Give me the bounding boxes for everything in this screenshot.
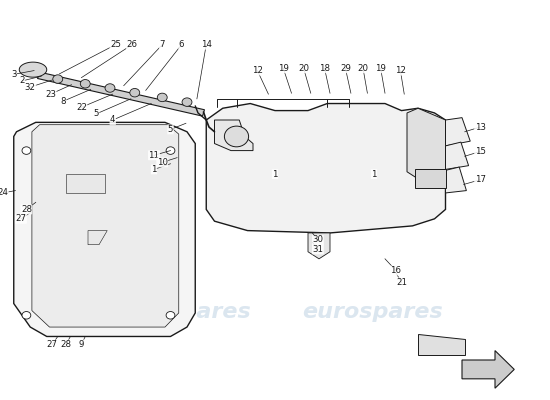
Text: eurospares: eurospares — [110, 302, 251, 322]
Text: 14: 14 — [201, 40, 212, 49]
Circle shape — [130, 88, 140, 97]
Text: 1: 1 — [272, 170, 278, 179]
Circle shape — [80, 80, 90, 88]
Circle shape — [166, 147, 175, 154]
Polygon shape — [32, 125, 179, 327]
Text: eurospares: eurospares — [302, 302, 443, 322]
Text: 25: 25 — [110, 40, 121, 49]
Polygon shape — [407, 108, 446, 179]
Text: 10: 10 — [157, 158, 168, 167]
Text: 1: 1 — [371, 170, 377, 179]
Text: 17: 17 — [475, 175, 486, 184]
Text: 32: 32 — [25, 82, 36, 92]
Polygon shape — [37, 72, 205, 116]
Text: 28: 28 — [60, 340, 72, 349]
Text: 19: 19 — [375, 64, 386, 73]
Polygon shape — [14, 122, 195, 336]
Text: 27: 27 — [47, 340, 58, 349]
Polygon shape — [415, 170, 446, 188]
Text: eurospares: eurospares — [286, 142, 427, 162]
Text: 15: 15 — [475, 147, 486, 156]
Polygon shape — [446, 167, 466, 193]
Text: 26: 26 — [126, 40, 138, 49]
Polygon shape — [206, 104, 446, 233]
Text: 19: 19 — [278, 64, 289, 73]
Polygon shape — [446, 142, 469, 170]
Circle shape — [22, 312, 31, 319]
Polygon shape — [308, 233, 330, 259]
Text: 31: 31 — [312, 245, 323, 254]
Polygon shape — [66, 174, 104, 193]
Circle shape — [166, 312, 175, 319]
Circle shape — [157, 93, 167, 102]
Circle shape — [182, 98, 192, 106]
Polygon shape — [446, 118, 470, 146]
Text: 4: 4 — [110, 116, 115, 124]
Text: 30: 30 — [312, 236, 323, 244]
Text: 29: 29 — [340, 64, 351, 73]
Text: 16: 16 — [390, 266, 402, 275]
Circle shape — [22, 147, 31, 154]
Text: 18: 18 — [319, 64, 330, 73]
Circle shape — [105, 84, 115, 92]
Text: 20: 20 — [358, 64, 368, 73]
Text: 3: 3 — [11, 70, 16, 79]
Text: 6: 6 — [179, 40, 184, 49]
Text: 24: 24 — [0, 188, 8, 198]
Text: 27: 27 — [15, 214, 26, 223]
Text: 8: 8 — [60, 97, 66, 106]
Text: 28: 28 — [21, 205, 32, 214]
Polygon shape — [88, 230, 107, 245]
Text: 5: 5 — [168, 125, 173, 134]
Text: eurospares: eurospares — [44, 142, 185, 162]
Text: 11: 11 — [148, 151, 159, 160]
Text: 13: 13 — [475, 122, 486, 132]
Text: 2: 2 — [19, 76, 25, 86]
Text: 20: 20 — [298, 64, 309, 73]
Text: 23: 23 — [45, 90, 56, 99]
Text: 9: 9 — [79, 340, 84, 349]
Polygon shape — [418, 334, 465, 355]
Text: 22: 22 — [76, 103, 87, 112]
Circle shape — [224, 126, 249, 147]
Polygon shape — [19, 62, 47, 77]
Polygon shape — [214, 120, 253, 150]
Polygon shape — [462, 350, 514, 388]
Text: 21: 21 — [396, 278, 407, 287]
Text: 1: 1 — [151, 165, 157, 174]
Text: 7: 7 — [160, 40, 165, 49]
Text: 5: 5 — [94, 109, 99, 118]
Text: 12: 12 — [252, 66, 263, 75]
Circle shape — [53, 75, 63, 83]
Text: 12: 12 — [395, 66, 406, 75]
